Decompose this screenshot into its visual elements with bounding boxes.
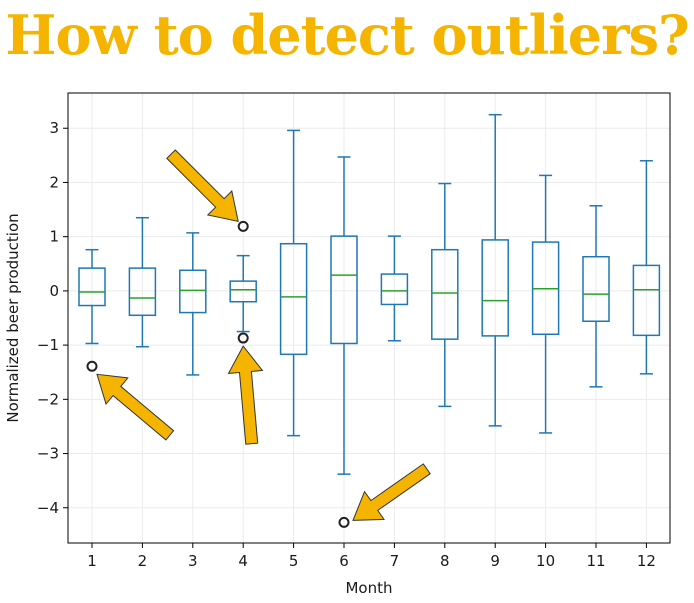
- x-tick-label: 8: [440, 552, 450, 570]
- x-tick-label: 6: [339, 552, 349, 570]
- y-tick-label: 1: [49, 228, 59, 246]
- outlier-point: [237, 332, 249, 344]
- iqr-box: [229, 280, 257, 303]
- x-tick-label: 7: [390, 552, 400, 570]
- x-tick-label: 11: [586, 552, 605, 570]
- grid: [68, 93, 670, 543]
- y-axis-label: Normalized beer production: [4, 213, 22, 422]
- x-tick-label: 9: [490, 552, 500, 570]
- x-tick-label: 4: [238, 552, 248, 570]
- annotation-arrow: [352, 463, 431, 521]
- y-tick-label: −1: [37, 336, 59, 354]
- annotation-arrow: [227, 345, 264, 445]
- plot-frame: [67, 92, 671, 544]
- x-tick-label: 12: [637, 552, 656, 570]
- iqr-box: [380, 273, 409, 306]
- box-10: [531, 174, 560, 434]
- outlier-point: [338, 516, 350, 528]
- iqr-box: [431, 248, 459, 340]
- box-2: [128, 216, 157, 348]
- x-axis-label: Month: [345, 579, 392, 597]
- iqr-box: [128, 267, 157, 317]
- annotation-arrows: [96, 149, 431, 521]
- iqr-box: [78, 267, 106, 307]
- iqr-box: [179, 269, 207, 314]
- x-tick-label: 1: [87, 552, 97, 570]
- y-tick-label: −2: [37, 390, 59, 408]
- outlier-point: [86, 360, 98, 372]
- y-tick-label: −3: [37, 445, 59, 463]
- chart-title: How to detect outliers?: [5, 3, 689, 67]
- box-6: [330, 156, 358, 528]
- box-5: [279, 129, 308, 437]
- y-tick-label: −4: [37, 499, 59, 517]
- y-tick-label: 2: [49, 173, 59, 191]
- iqr-box: [279, 242, 308, 356]
- box-7: [380, 235, 409, 342]
- box-1: [78, 248, 106, 372]
- iqr-box: [330, 235, 358, 345]
- annotation-arrow: [96, 373, 175, 441]
- x-tick-label: 2: [138, 552, 148, 570]
- y-tick-label: 3: [49, 119, 59, 137]
- x-tick-label: 5: [289, 552, 299, 570]
- box-11: [582, 205, 610, 388]
- x-tick-label: 10: [536, 552, 555, 570]
- y-tick-label: 0: [49, 282, 59, 300]
- annotation-arrow: [166, 149, 239, 223]
- iqr-box: [481, 239, 509, 337]
- box-12: [632, 160, 661, 375]
- iqr-box: [632, 264, 661, 337]
- boxes: [78, 113, 661, 528]
- box-8: [431, 182, 459, 408]
- box-3: [179, 232, 207, 376]
- x-tick-label: 3: [188, 552, 198, 570]
- box-9: [481, 113, 509, 427]
- box-4: [229, 220, 257, 344]
- outlier-point: [237, 220, 249, 232]
- iqr-box: [582, 255, 610, 323]
